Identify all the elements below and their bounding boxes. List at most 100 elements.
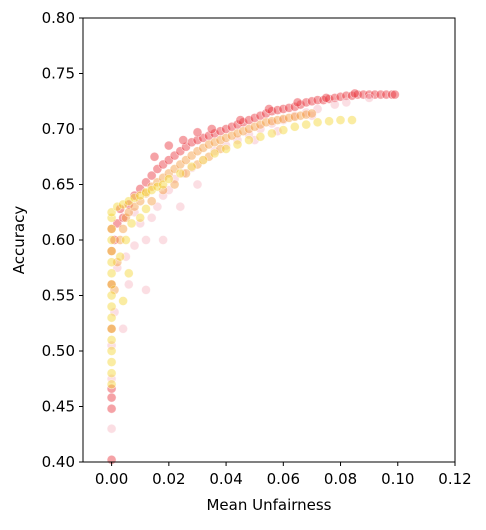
data-point xyxy=(335,92,346,102)
data-point xyxy=(284,103,294,113)
data-point xyxy=(124,279,134,290)
data-point xyxy=(335,115,346,125)
data-point xyxy=(301,97,312,108)
data-point xyxy=(272,126,283,136)
data-point xyxy=(115,235,125,245)
data-point xyxy=(329,99,340,110)
data-point xyxy=(198,133,208,143)
data-point xyxy=(106,257,117,268)
data-point xyxy=(284,113,294,123)
y-axis-title: Accuracy xyxy=(10,206,28,275)
data-point xyxy=(141,187,151,198)
data-point xyxy=(109,285,120,295)
data-point xyxy=(244,135,254,145)
data-point xyxy=(112,257,123,268)
data-point xyxy=(146,213,157,223)
y-tick-label: 0.50 xyxy=(42,342,75,360)
y-axis-ticks: 0.40 0.45 0.50 0.55 0.60 0.65 0.70 0.75 0.80 xyxy=(42,9,83,471)
data-point xyxy=(106,268,117,279)
data-point xyxy=(267,118,277,129)
data-point xyxy=(106,312,117,323)
x-tick-label: 0.02 xyxy=(152,470,185,488)
data-point xyxy=(186,161,197,172)
data-point xyxy=(307,96,317,107)
x-tick-label: 0.10 xyxy=(381,470,414,488)
data-point xyxy=(192,146,203,156)
data-point xyxy=(198,155,208,165)
data-point xyxy=(261,117,271,128)
data-point xyxy=(118,199,128,210)
data-point xyxy=(106,246,117,256)
data-point xyxy=(146,170,157,181)
data-point xyxy=(312,117,323,128)
data-point xyxy=(349,88,360,99)
y-tick-label: 0.70 xyxy=(42,120,75,138)
data-point xyxy=(106,213,117,223)
data-point xyxy=(106,346,117,356)
data-point xyxy=(106,392,117,403)
data-point xyxy=(118,323,128,334)
data-point xyxy=(152,181,163,192)
data-point xyxy=(175,168,186,179)
x-tick-label: 0.00 xyxy=(95,470,128,488)
data-point xyxy=(289,112,300,122)
data-point xyxy=(387,89,397,100)
data-point xyxy=(227,130,237,141)
data-point xyxy=(235,115,246,125)
data-point xyxy=(221,144,231,154)
x-tick-label: 0.12 xyxy=(438,470,471,488)
data-point xyxy=(181,168,191,179)
data-point xyxy=(301,107,312,118)
data-point xyxy=(278,114,289,124)
data-point xyxy=(121,235,131,245)
data-point xyxy=(192,127,203,138)
data-point xyxy=(324,116,334,126)
data-point xyxy=(175,201,186,212)
data-point xyxy=(249,122,260,132)
data-point xyxy=(109,235,120,245)
series-orange xyxy=(109,108,317,295)
series-pink xyxy=(106,93,375,434)
data-point xyxy=(255,132,266,142)
data-point xyxy=(292,97,303,108)
data-point xyxy=(169,174,180,184)
data-point xyxy=(307,110,317,121)
data-point xyxy=(135,196,145,206)
data-point xyxy=(126,218,137,229)
data-point xyxy=(141,235,151,245)
data-point xyxy=(129,193,140,203)
data-point xyxy=(232,128,243,139)
x-axis-title: Mean Unfairness xyxy=(206,496,331,514)
data-point xyxy=(192,135,203,145)
y-tick-label: 0.65 xyxy=(42,176,75,194)
data-point xyxy=(106,290,117,301)
data-point xyxy=(272,115,283,125)
data-point xyxy=(178,135,188,145)
data-point xyxy=(121,213,131,223)
y-tick-label: 0.75 xyxy=(42,65,75,83)
data-point xyxy=(244,124,254,134)
series-yellow xyxy=(106,115,357,390)
data-point xyxy=(267,128,277,139)
y-tick-label: 0.80 xyxy=(42,9,75,27)
x-tick-label: 0.06 xyxy=(267,470,300,488)
data-point xyxy=(329,93,340,103)
data-point xyxy=(238,126,248,136)
y-tick-label: 0.45 xyxy=(42,398,75,416)
data-point xyxy=(164,140,174,151)
data-point xyxy=(207,124,217,134)
data-point xyxy=(255,119,266,130)
x-tick-label: 0.08 xyxy=(324,470,357,488)
data-point xyxy=(106,235,117,245)
data-point xyxy=(129,190,140,201)
y-tick-label: 0.55 xyxy=(42,287,75,305)
data-point xyxy=(364,93,375,103)
data-point xyxy=(209,137,220,148)
data-point xyxy=(158,185,168,195)
data-point xyxy=(370,89,380,100)
data-point xyxy=(307,108,317,119)
data-point xyxy=(301,119,312,130)
data-point xyxy=(381,89,392,100)
